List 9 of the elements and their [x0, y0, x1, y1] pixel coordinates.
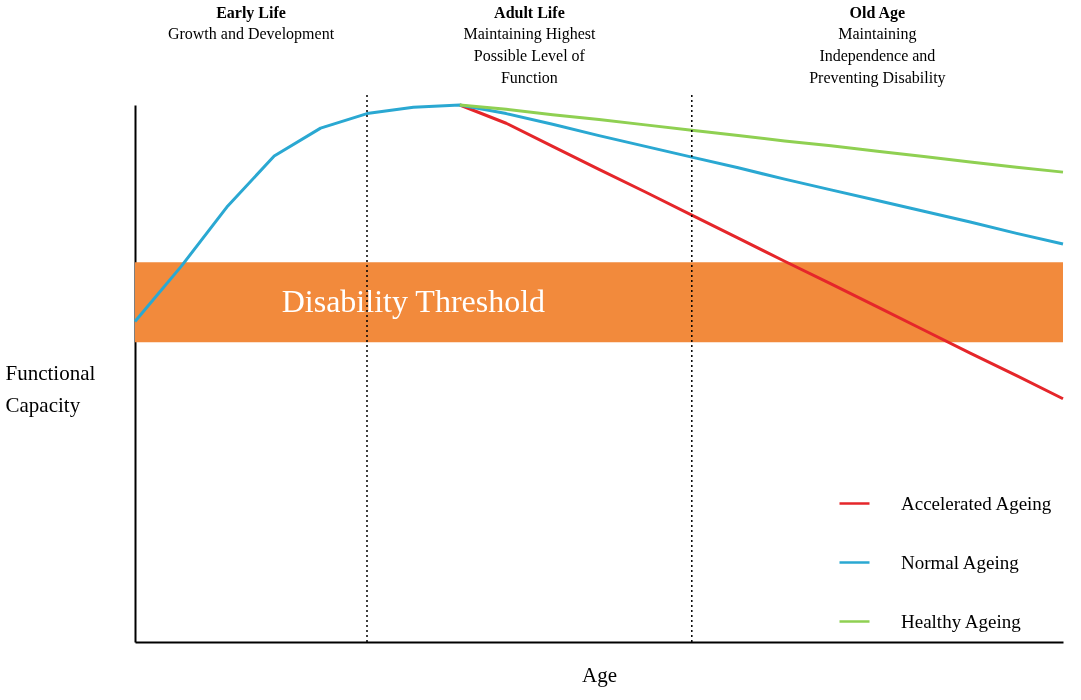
legend-label: Accelerated Ageing	[901, 492, 1052, 514]
text: Old Age Maintaining Independence and Preventing Disability	[809, 4, 946, 86]
x-axis-title: Age	[582, 662, 617, 687]
band-label: Disability Threshold	[281, 283, 546, 320]
text: Adult Life Maintaining Highest Possible Level of Function	[463, 4, 596, 86]
y-axis-title: Functional Capacity	[5, 361, 96, 417]
legend-label: Normal Ageing	[901, 551, 1020, 573]
text: Early Life Growth and Development	[167, 4, 335, 42]
legend-label: Healthy Ageing	[901, 610, 1022, 632]
